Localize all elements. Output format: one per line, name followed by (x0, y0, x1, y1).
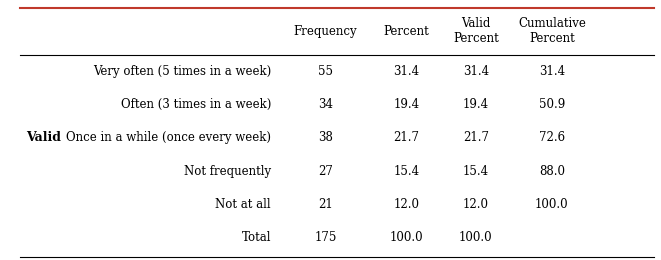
Text: Very often (5 times in a week): Very often (5 times in a week) (93, 65, 271, 78)
Text: 100.0: 100.0 (535, 198, 568, 211)
Text: 100.0: 100.0 (459, 231, 492, 244)
Text: 100.0: 100.0 (390, 231, 423, 244)
Text: 31.4: 31.4 (539, 65, 565, 78)
Text: Frequency: Frequency (293, 25, 358, 38)
Text: Once in a while (once every week): Once in a while (once every week) (66, 131, 271, 144)
Text: 38: 38 (318, 131, 333, 144)
Text: 15.4: 15.4 (393, 165, 420, 178)
Text: 31.4: 31.4 (393, 65, 420, 78)
Text: Often (3 times in a week): Often (3 times in a week) (121, 98, 271, 111)
Text: 12.0: 12.0 (393, 198, 420, 211)
Text: 31.4: 31.4 (463, 65, 489, 78)
Text: Not frequently: Not frequently (184, 165, 271, 178)
Text: Not at all: Not at all (215, 198, 271, 211)
Text: 88.0: 88.0 (539, 165, 565, 178)
Text: 50.9: 50.9 (539, 98, 565, 111)
Text: 12.0: 12.0 (463, 198, 489, 211)
Text: 175: 175 (315, 231, 336, 244)
Text: Total: Total (241, 231, 271, 244)
Text: Valid
Percent: Valid Percent (453, 17, 499, 45)
Text: 21.7: 21.7 (463, 131, 489, 144)
Text: 21: 21 (318, 198, 333, 211)
Text: 55: 55 (318, 65, 333, 78)
Text: Valid: Valid (26, 131, 61, 144)
Text: 27: 27 (318, 165, 333, 178)
Text: Cumulative
Percent: Cumulative Percent (518, 17, 586, 45)
Text: 19.4: 19.4 (463, 98, 489, 111)
Text: 21.7: 21.7 (393, 131, 420, 144)
Text: 19.4: 19.4 (393, 98, 420, 111)
Text: Percent: Percent (383, 25, 430, 38)
Text: 72.6: 72.6 (539, 131, 565, 144)
Text: 15.4: 15.4 (463, 165, 489, 178)
Text: 34: 34 (318, 98, 333, 111)
